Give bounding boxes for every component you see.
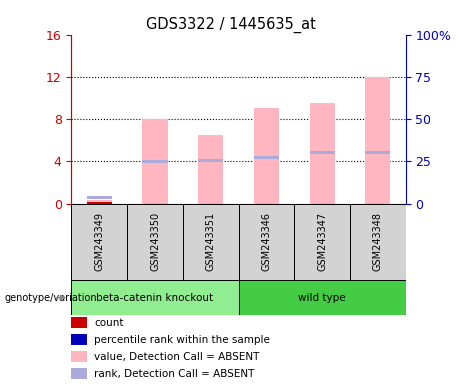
Bar xyxy=(254,156,279,159)
Text: beta-catenin knockout: beta-catenin knockout xyxy=(96,293,213,303)
Text: value, Detection Call = ABSENT: value, Detection Call = ABSENT xyxy=(94,352,260,362)
Bar xyxy=(238,280,406,315)
Text: percentile rank within the sample: percentile rank within the sample xyxy=(94,335,270,345)
Bar xyxy=(310,103,335,204)
Bar xyxy=(87,202,112,204)
Text: GSM243349: GSM243349 xyxy=(95,212,104,271)
Bar xyxy=(127,204,183,280)
Text: GSM243351: GSM243351 xyxy=(206,212,216,271)
Text: GSM243348: GSM243348 xyxy=(373,212,383,271)
Bar xyxy=(294,204,350,280)
Bar xyxy=(198,135,223,204)
Text: rank, Detection Call = ABSENT: rank, Detection Call = ABSENT xyxy=(94,369,254,379)
Bar xyxy=(198,159,223,162)
Bar xyxy=(71,280,239,315)
Bar xyxy=(71,318,87,328)
Bar xyxy=(142,160,167,163)
Bar xyxy=(71,204,127,280)
Text: GSM243350: GSM243350 xyxy=(150,212,160,271)
Bar xyxy=(87,200,112,204)
Bar xyxy=(71,368,87,379)
Bar xyxy=(254,109,279,204)
Text: count: count xyxy=(94,318,124,328)
Bar xyxy=(365,77,390,204)
Bar xyxy=(183,204,238,280)
Bar xyxy=(310,151,335,154)
Text: wild type: wild type xyxy=(298,293,346,303)
Bar xyxy=(71,351,87,362)
Bar xyxy=(87,196,112,199)
Bar xyxy=(350,204,406,280)
Bar xyxy=(238,204,294,280)
Bar xyxy=(71,334,87,345)
Text: GDS3322 / 1445635_at: GDS3322 / 1445635_at xyxy=(146,17,315,33)
Text: GSM243346: GSM243346 xyxy=(261,212,272,271)
Bar xyxy=(142,119,167,204)
Text: genotype/variation: genotype/variation xyxy=(5,293,97,303)
Text: GSM243347: GSM243347 xyxy=(317,212,327,271)
Bar xyxy=(365,151,390,154)
